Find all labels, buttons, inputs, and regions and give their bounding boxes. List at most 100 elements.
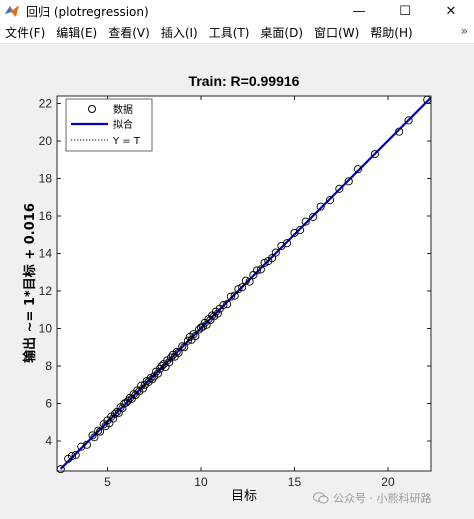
data-point — [71, 451, 80, 460]
data-point — [180, 343, 189, 352]
menu-bar: 文件(F) 编辑(E) 查看(V) 插入(I) 工具(T) 桌面(D) 窗口(W… — [0, 22, 474, 44]
data-point — [256, 265, 265, 274]
data-point — [296, 226, 305, 235]
data-point — [404, 116, 413, 125]
data-points — [56, 95, 432, 474]
data-point — [241, 276, 250, 285]
menu-insert[interactable]: 插入(I) — [160, 26, 198, 40]
y-axis-label: 输出 ~= 1*目标 + 0.016 — [22, 203, 38, 363]
x-axis-label: 目标 — [231, 489, 257, 504]
wechat-icon — [313, 492, 329, 504]
regression-plot: Train: R=0.99916 目标 输出 ~= 1*目标 + 0.016 5… — [22, 73, 432, 504]
fit-line — [59, 97, 431, 470]
menu-view[interactable]: 查看(V) — [108, 26, 150, 40]
data-point — [234, 285, 243, 294]
menu-help[interactable]: 帮助(H) — [370, 26, 413, 40]
menu-file[interactable]: 文件(F) — [5, 26, 46, 40]
legend: 数据 拟合 Y = T — [65, 98, 153, 152]
data-point — [282, 239, 292, 248]
watermark: 公众号 · 小熊科研路 — [313, 490, 432, 506]
data-point — [172, 347, 181, 356]
data-point — [198, 322, 207, 331]
y-tick-label: 14 — [39, 247, 53, 261]
close-button[interactable]: ✕ — [445, 3, 457, 19]
data-point — [77, 442, 86, 451]
data-point — [325, 196, 335, 205]
data-point — [67, 451, 77, 461]
data-point — [88, 431, 97, 440]
data-point — [230, 291, 239, 300]
data-point — [260, 258, 269, 267]
data-point — [82, 440, 91, 449]
menu-tools[interactable]: 工具(T) — [208, 26, 250, 40]
data-point — [110, 409, 120, 418]
x-tick-label: 10 — [194, 475, 208, 489]
data-point — [253, 266, 262, 275]
y-tick-label: 10 — [39, 322, 53, 336]
y-tick-label: 22 — [39, 97, 53, 111]
matlab-app-icon — [5, 5, 19, 17]
data-point — [165, 358, 174, 367]
menu-desktop[interactable]: 桌面(D) — [260, 26, 304, 40]
data-point — [370, 150, 379, 159]
data-point — [118, 404, 127, 413]
data-point — [395, 127, 404, 136]
data-point — [146, 374, 155, 383]
data-point — [95, 427, 105, 436]
watermark-text: 公众号 · 小熊科研路 — [333, 492, 432, 505]
data-point — [219, 301, 228, 310]
data-point — [309, 212, 318, 221]
minimize-button[interactable]: — — [352, 3, 366, 19]
menu-edit[interactable]: 编辑(E) — [56, 26, 98, 40]
legend-marker-data — [88, 105, 96, 113]
data-point — [301, 217, 310, 226]
window-title: 回归 (plotregression) — [26, 4, 149, 19]
data-point — [94, 426, 103, 435]
data-point — [335, 184, 344, 193]
data-point — [153, 369, 163, 378]
y-tick-label: 20 — [39, 134, 53, 148]
data-point — [316, 202, 325, 211]
x-tick-label: 15 — [288, 475, 302, 489]
y-tick-label: 8 — [45, 359, 52, 373]
data-point — [183, 336, 192, 345]
chart-title: Train: R=0.99916 — [189, 73, 300, 89]
x-ticks: 5 10 15 20 — [104, 96, 395, 489]
data-point — [213, 309, 222, 318]
data-point — [178, 342, 187, 351]
window-controls: — ☐ ✕ — [336, 0, 474, 22]
legend-label-data: 数据 — [113, 103, 133, 116]
data-point — [226, 292, 235, 301]
menu-overflow-icon[interactable]: » — [460, 24, 468, 38]
data-point — [189, 330, 198, 339]
data-point — [157, 361, 166, 371]
title-bar: 回归 (plotregression) — ☐ ✕ — [0, 0, 474, 22]
data-point — [267, 254, 277, 263]
y-ticks: 4 6 8 10 12 14 16 18 20 22 — [39, 97, 431, 448]
legend-label-fit: 拟合 — [113, 118, 133, 131]
y-tick-label: 12 — [39, 284, 53, 298]
x-tick-label: 5 — [104, 475, 111, 489]
maximize-button[interactable]: ☐ — [399, 3, 411, 19]
y-tick-label: 6 — [45, 397, 52, 411]
data-point — [238, 283, 247, 292]
y-tick-label: 16 — [39, 209, 53, 223]
data-point — [245, 277, 254, 286]
data-point — [354, 165, 363, 174]
x-tick-label: 20 — [381, 475, 395, 489]
data-point — [90, 433, 99, 442]
data-point — [223, 300, 232, 309]
data-point — [138, 384, 148, 393]
data-point — [344, 177, 353, 186]
legend-label-identity: Y = T — [112, 136, 141, 147]
legend-box — [65, 98, 153, 152]
menu-window[interactable]: 窗口(W) — [314, 26, 360, 40]
y-tick-label: 4 — [45, 434, 52, 448]
data-point — [191, 331, 200, 341]
data-point — [174, 348, 183, 357]
y-tick-label: 18 — [39, 172, 53, 186]
data-point — [109, 414, 118, 423]
data-point — [271, 248, 280, 257]
data-point — [56, 465, 65, 474]
data-point — [423, 95, 432, 104]
